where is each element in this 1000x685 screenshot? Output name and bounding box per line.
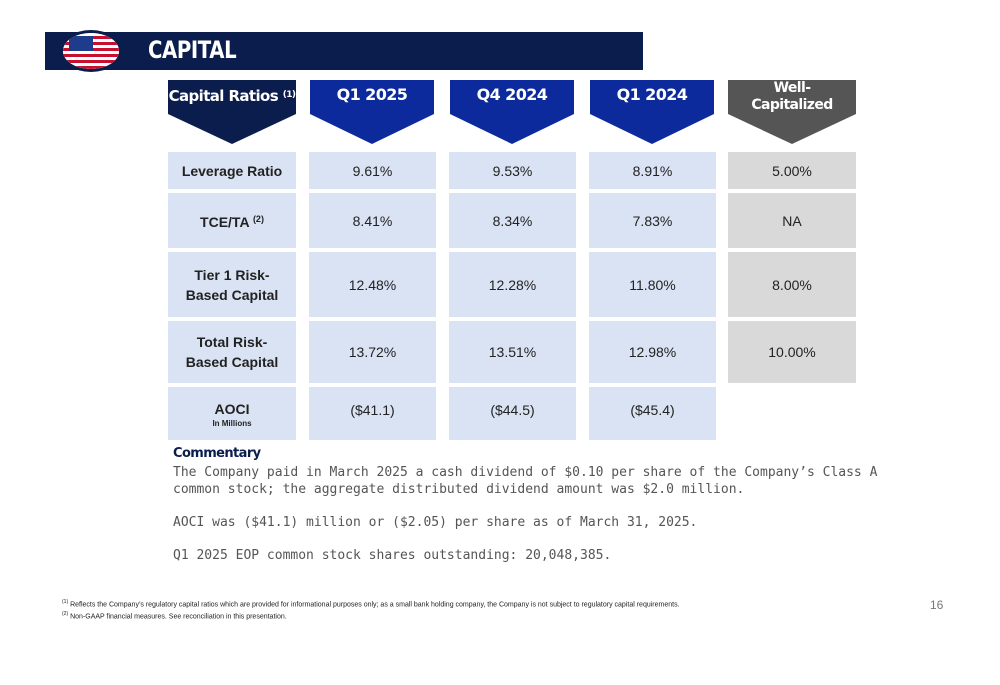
page-title: CAPITAL [148, 36, 237, 64]
footnote-2: (2) Non-GAAP financial measures. See rec… [62, 611, 287, 621]
cell-tier1-q4-2024: 12.28% [449, 252, 576, 317]
flag-logo-icon [60, 30, 122, 72]
cell-tier1-q1-2025: 12.48% [309, 252, 436, 317]
cell-tce-well: NA [728, 193, 856, 248]
cell-aoci-q4-2024: ($44.5) [449, 387, 576, 440]
cell-leverage-q1-2025: 9.61% [309, 152, 436, 189]
row-label-total-risk: Total Risk- Based Capital [168, 321, 296, 383]
header-q1-2025-label: Q1 2025 [336, 85, 408, 104]
cell-total-q1-2024: 12.98% [589, 321, 716, 383]
cell-aoci-q1-2024: ($45.4) [589, 387, 716, 440]
header-q4-2024: Q4 2024 [450, 80, 574, 144]
cell-leverage-q4-2024: 9.53% [449, 152, 576, 189]
commentary-paragraph-2: AOCI was ($41.1) million or ($2.05) per … [173, 515, 698, 530]
row-label-tier1: Tier 1 Risk- Based Capital [168, 252, 296, 317]
cell-tce-q1-2025: 8.41% [309, 193, 436, 248]
cell-tier1-q1-2024: 11.80% [589, 252, 716, 317]
header-well-capitalized: Well- Capitalized [728, 80, 856, 144]
header-q1-2024: Q1 2024 [590, 80, 714, 144]
row-label-aoci: AOCI In Millions [168, 387, 296, 440]
commentary-paragraph-1: The Company paid in March 2025 a cash di… [173, 465, 878, 497]
cell-total-well: 10.00% [728, 321, 856, 383]
header-capital-ratios: Capital Ratios (1) [168, 80, 296, 144]
title-bar [45, 32, 643, 70]
cell-leverage-q1-2024: 8.91% [589, 152, 716, 189]
commentary-paragraph-3: Q1 2025 EOP common stock shares outstand… [173, 548, 612, 563]
header-q1-2024-label: Q1 2024 [616, 85, 688, 104]
header-q1-2025: Q1 2025 [310, 80, 434, 144]
cell-aoci-q1-2025: ($41.1) [309, 387, 436, 440]
page-number: 16 [930, 598, 944, 612]
row-label-leverage-ratio: Leverage Ratio [168, 152, 296, 189]
cell-tce-q4-2024: 8.34% [449, 193, 576, 248]
footnote-1: (1) Reflects the Company’s regulatory ca… [62, 599, 680, 609]
cell-tce-q1-2024: 7.83% [589, 193, 716, 248]
row-label-tce-ta: TCE/TA (2) [168, 193, 296, 248]
header-q4-2024-label: Q4 2024 [476, 85, 548, 104]
cell-leverage-well: 5.00% [728, 152, 856, 189]
commentary-title: Commentary [173, 446, 261, 461]
cell-total-q4-2024: 13.51% [449, 321, 576, 383]
header-well-capitalized-label: Well- Capitalized [751, 80, 833, 113]
header-capital-ratios-label: Capital Ratios (1) [168, 87, 296, 105]
cell-tier1-well: 8.00% [728, 252, 856, 317]
cell-total-q1-2025: 13.72% [309, 321, 436, 383]
